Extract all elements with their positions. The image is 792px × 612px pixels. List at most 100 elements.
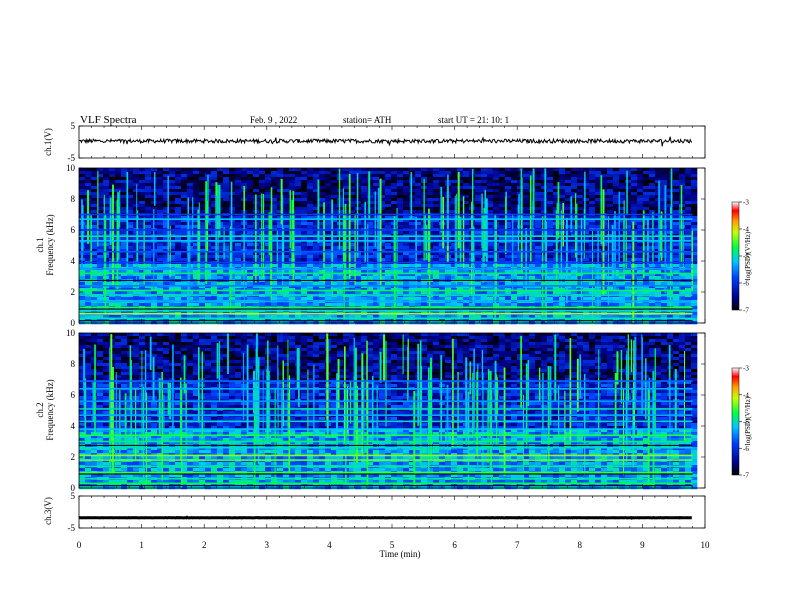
spectrogram-cell	[409, 243, 416, 247]
spectrogram-cell	[409, 219, 416, 223]
spectrogram-cell	[487, 252, 494, 256]
spectrogram-cell	[559, 207, 566, 211]
spectrogram-cell	[505, 258, 512, 262]
spectrogram-cell	[319, 270, 326, 274]
spectrogram-cell	[673, 201, 680, 205]
spectrogram-cell	[607, 168, 614, 172]
spectrogram-cell	[211, 303, 218, 307]
spectrogram-cell	[127, 252, 134, 256]
spectrogram-cell	[535, 285, 542, 289]
spectrogram-cell	[565, 246, 572, 250]
spectrogram-cell	[535, 270, 542, 274]
spectrogram-cell	[295, 204, 302, 208]
spectrogram-cell	[397, 195, 404, 199]
spectrogram-cell	[385, 237, 392, 241]
spectrogram-cell	[79, 180, 86, 184]
spectrogram-cell	[211, 297, 218, 301]
spectrogram-cell	[451, 189, 458, 193]
spectrogram-cell	[649, 222, 656, 226]
spectrogram-cell	[163, 207, 170, 211]
spectrogram-cell	[595, 225, 602, 229]
spectrogram-cell	[415, 186, 422, 190]
spectrogram-cell	[127, 207, 134, 211]
spectrogram-cell	[673, 243, 680, 247]
spectrogram-cell	[649, 285, 656, 289]
spectrogram-cell	[505, 303, 512, 307]
spectrogram-cell	[319, 183, 326, 187]
spectrogram-cell	[463, 270, 470, 274]
spectrogram-cell	[553, 204, 560, 208]
spectrogram-cell	[619, 285, 626, 289]
spectrogram-cell	[643, 231, 650, 235]
spectrogram-cell	[91, 282, 98, 286]
spectrogram-cell	[403, 243, 410, 247]
spectrogram-cell	[175, 243, 182, 247]
spectrogram-cell	[307, 177, 314, 181]
spectrogram-cell	[289, 303, 296, 307]
spectrogram-cell	[511, 180, 518, 184]
spectrogram-cell	[127, 216, 134, 220]
spectrogram-cell	[541, 186, 548, 190]
spectrogram-cell	[433, 177, 440, 181]
spectrogram-cell	[163, 192, 170, 196]
spectrogram-cell	[535, 246, 542, 250]
spectrogram-cell	[289, 171, 296, 175]
spectrogram-cell	[445, 270, 452, 274]
spectrogram-cell	[373, 276, 380, 280]
spectrogram-cell	[259, 255, 266, 259]
spectrogram-cell	[475, 222, 482, 226]
spectrogram-cell	[541, 264, 548, 268]
spectrogram-cell	[313, 249, 320, 253]
spectrogram-cell	[175, 297, 182, 301]
spectrogram-cell	[541, 174, 548, 178]
spectrogram-cell	[541, 270, 548, 274]
spectrogram-cell	[535, 231, 542, 235]
spectrogram-cell	[235, 246, 242, 250]
spectrogram-cell	[325, 243, 332, 247]
spectrogram-cell	[211, 270, 218, 274]
spectrogram-cell	[265, 192, 272, 196]
spectrogram-cell	[463, 246, 470, 250]
spectrogram-cell	[613, 183, 620, 187]
spectrogram-cell	[691, 171, 698, 175]
spectrogram-cell	[427, 186, 434, 190]
spectrogram-cell	[79, 270, 86, 274]
spectrogram-cell	[175, 225, 182, 229]
spectrogram-cell	[463, 204, 470, 208]
spectrogram-cell	[247, 174, 254, 178]
spectrogram-cell	[265, 255, 272, 259]
spectrogram-cell	[217, 276, 224, 280]
spectrogram-cell	[517, 180, 524, 184]
spectrogram-cell	[265, 276, 272, 280]
spectrogram-cell	[535, 186, 542, 190]
spectrogram-cell	[199, 222, 206, 226]
spectrogram-cell	[199, 177, 206, 181]
spectrogram-cell	[265, 180, 272, 184]
spectrogram-cell	[553, 183, 560, 187]
spectrogram-cell	[577, 264, 584, 268]
spectrogram-cell	[529, 237, 536, 241]
spectrogram-cell	[301, 210, 308, 214]
spectrogram-cell	[649, 186, 656, 190]
spectrogram-cell	[403, 276, 410, 280]
spectrogram-cell	[433, 174, 440, 178]
spectrogram-cell	[565, 282, 572, 286]
spectrogram-cell	[409, 225, 416, 229]
spectrogram-cell	[577, 252, 584, 256]
spectrogram-cell	[541, 303, 548, 307]
spectrogram-cell	[439, 252, 446, 256]
spectrogram-cell	[523, 177, 530, 181]
spectrogram-cell	[181, 204, 188, 208]
spectrogram-cell	[481, 282, 488, 286]
spectrogram-cell	[373, 270, 380, 274]
spectrogram-cell	[511, 225, 518, 229]
spectrogram-cell	[301, 231, 308, 235]
spectrogram-cell	[103, 174, 110, 178]
spectrogram-cell	[127, 291, 134, 295]
spectrogram-cell	[613, 186, 620, 190]
spectrogram-cell	[565, 174, 572, 178]
spectrogram-cell	[691, 273, 698, 277]
spectrogram-cell	[283, 171, 290, 175]
spectrogram-cell	[121, 174, 128, 178]
spectrogram-cell	[193, 270, 200, 274]
